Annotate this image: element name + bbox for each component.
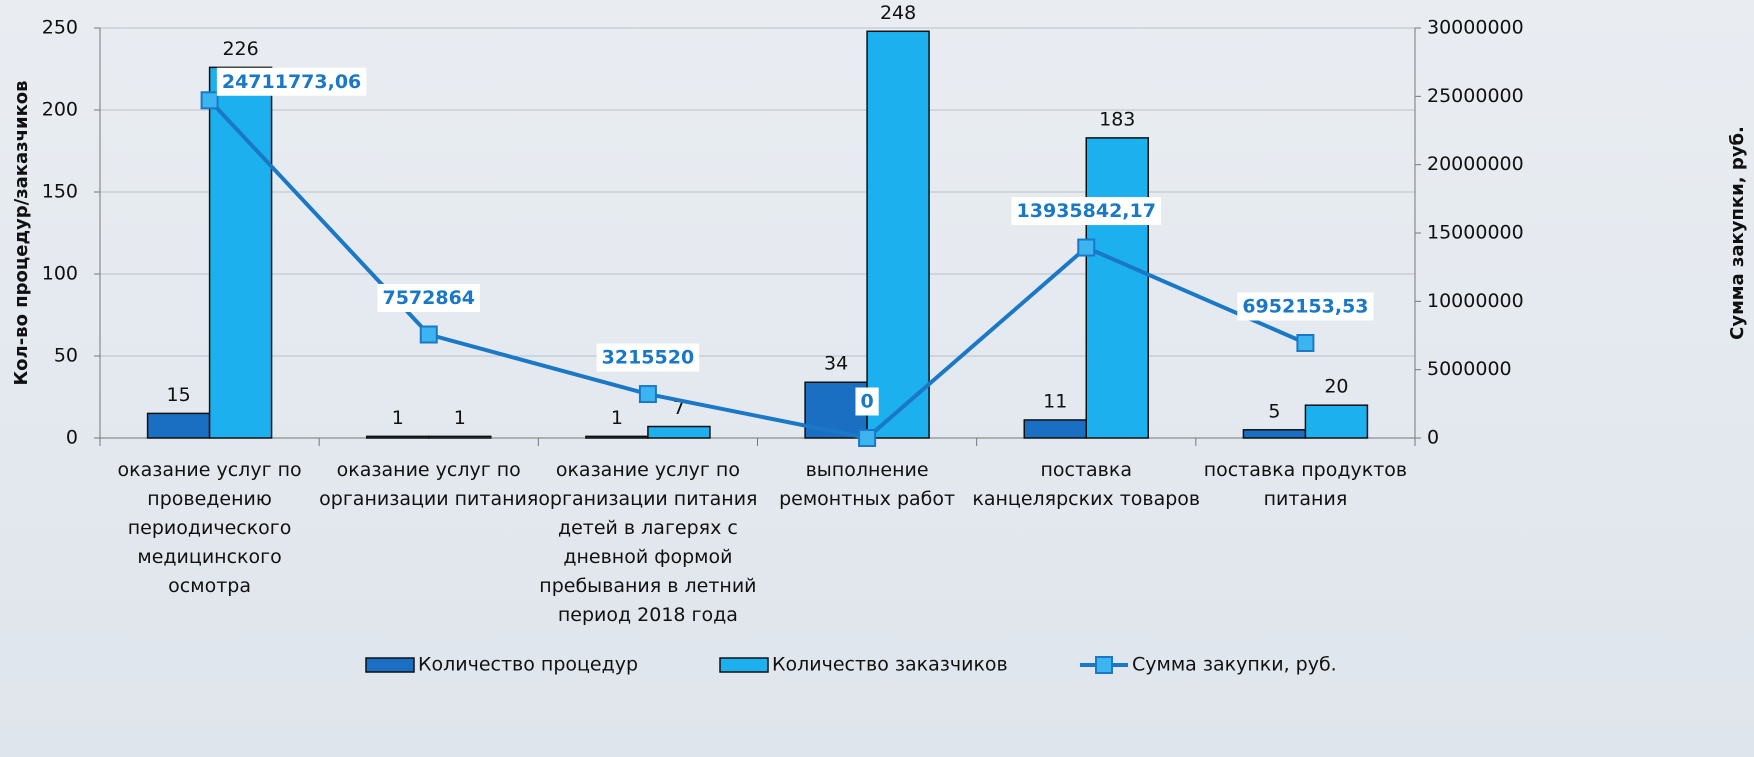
bar-value-label: 5 — [1268, 400, 1280, 422]
y-tick-label: 200 — [42, 99, 78, 121]
line-marker — [858, 429, 877, 447]
y-tick-label: 0 — [66, 427, 78, 449]
bar — [428, 435, 492, 439]
bar-value-label: 1 — [611, 407, 623, 429]
line-value-label: 24711773,06 — [222, 71, 361, 93]
bar — [146, 412, 211, 439]
y-tick-label: 150 — [42, 181, 78, 203]
y2-axis-title: Сумма закупки, руб. — [1727, 126, 1748, 340]
y2-tick-label: 25000000 — [1427, 85, 1524, 107]
bar-value-label: 15 — [166, 384, 190, 406]
y2-tick-label: 10000000 — [1427, 290, 1524, 312]
legend-swatch — [719, 657, 769, 673]
y2-tick-label: 5000000 — [1427, 358, 1512, 380]
line-marker — [638, 385, 657, 404]
line-value-label: 3215520 — [602, 347, 695, 369]
x-tick-label: поставка продуктов питания — [1203, 459, 1408, 510]
bar — [208, 66, 273, 439]
y-tick-label: 50 — [54, 345, 78, 367]
legend-swatch — [365, 657, 415, 673]
bar — [1304, 404, 1369, 439]
value-label-bg — [1237, 292, 1374, 321]
line-marker — [200, 91, 219, 110]
value-label-bg — [1011, 197, 1161, 226]
value-label-bg — [216, 67, 367, 96]
bar — [366, 435, 430, 439]
y-tick-label: 250 — [42, 17, 78, 39]
bar — [1085, 137, 1149, 439]
y2-tick-label: 15000000 — [1427, 222, 1524, 244]
bar-value-label: 248 — [880, 2, 916, 24]
y-axis-title: Кол-во процедур/заказчиков — [11, 80, 32, 385]
bar-value-label: 20 — [1324, 376, 1348, 398]
y2-tick-label: 30000000 — [1427, 17, 1524, 39]
value-label-bg — [377, 284, 481, 313]
x-tick-label-box: оказание услуг по организации питания — [319, 459, 539, 510]
line-marker — [1296, 333, 1315, 352]
bar-value-label: 183 — [1099, 108, 1135, 130]
x-tick-label: оказание услуг по проведению периодическ… — [117, 459, 302, 597]
line-value-label: 0 — [860, 391, 873, 413]
x-tick-label: оказание услуг по организации питания де… — [538, 459, 758, 626]
line-value-label: 13935842,17 — [1017, 200, 1156, 222]
line-marker — [419, 325, 438, 344]
line-marker — [1077, 238, 1096, 257]
x-tick-label-box: поставка канцелярских товаров — [972, 459, 1201, 510]
x-tick-label: выполнение ремонтных работ — [779, 459, 956, 510]
bar — [647, 425, 711, 439]
bar — [866, 30, 930, 439]
line-value-label: 6952153,53 — [1242, 295, 1368, 317]
x-tick-label-box: поставка продуктов питания — [1203, 459, 1408, 510]
bar-value-label: 1 — [392, 407, 404, 429]
x-tick-label-box: выполнение ремонтных работ — [779, 459, 956, 510]
legend-label: Количество процедур — [418, 654, 638, 676]
bar-value-label: 11 — [1043, 390, 1067, 412]
bar — [1242, 429, 1307, 439]
value-label-bg — [855, 387, 879, 416]
legend-label: Сумма закупки, руб. — [1132, 654, 1337, 676]
legend-swatch-marker — [1095, 656, 1113, 674]
bar-value-label: 226 — [222, 38, 258, 60]
x-tick-label-box: оказание услуг по проведению периодическ… — [117, 459, 302, 597]
y2-tick-label: 20000000 — [1427, 153, 1524, 175]
bar-value-label: 34 — [824, 353, 848, 375]
bar — [585, 435, 649, 439]
y-tick-label: 100 — [42, 263, 78, 285]
x-tick-label: оказание услуг по организации питания — [319, 459, 539, 510]
bar-value-label: 1 — [454, 407, 466, 429]
value-label-bg — [596, 343, 700, 372]
bar — [1023, 419, 1087, 439]
y2-tick-label: 0 — [1427, 427, 1439, 449]
line-value-label: 7572864 — [382, 287, 475, 309]
x-tick-label-box: оказание услуг по организации питания де… — [538, 459, 758, 626]
legend-label: Количество заказчиков — [772, 654, 1008, 676]
x-tick-label: поставка канцелярских товаров — [972, 459, 1201, 510]
